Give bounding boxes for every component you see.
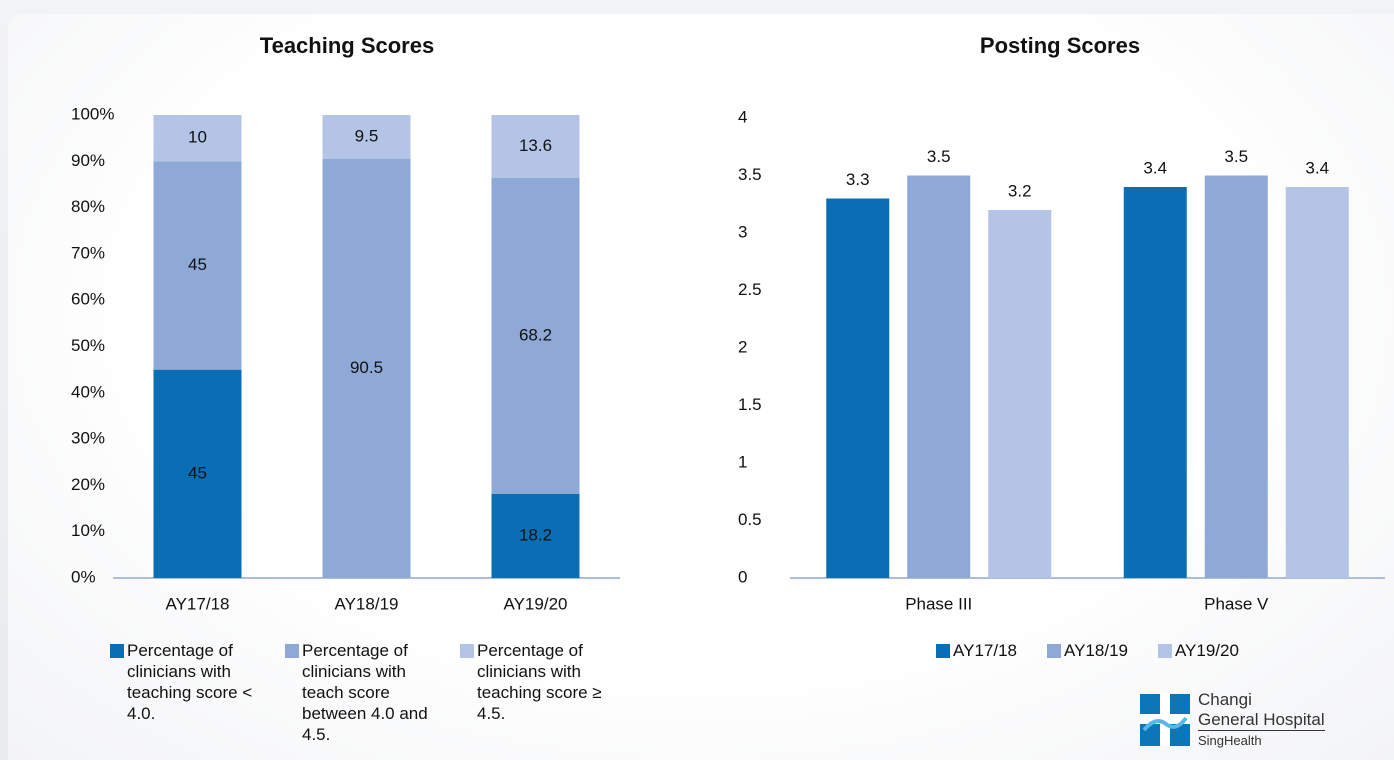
- bar: [1285, 187, 1349, 578]
- legend-label: Percentage of clinicians with teaching s…: [477, 641, 602, 723]
- data-label: 45: [188, 463, 207, 482]
- bar-segment: [322, 158, 411, 579]
- y-tick-label: 100%: [71, 104, 114, 123]
- y-tick-label: 90%: [71, 151, 105, 170]
- chart-title: Posting Scores: [980, 33, 1140, 58]
- y-tick-label: 60%: [71, 290, 105, 309]
- legend-label: AY19/20: [1174, 641, 1239, 660]
- data-label: 3.2: [1008, 181, 1032, 200]
- y-tick-label: 1: [738, 452, 747, 471]
- legend: AY17/18 AY18/19 AY19/20: [790, 640, 1385, 661]
- legend-item: Percentage of clinicians with teach scor…: [285, 640, 460, 745]
- y-tick-label: 3.5: [738, 165, 762, 184]
- y-tick-label: 4: [738, 107, 747, 126]
- y-tick-label: 3: [738, 222, 747, 241]
- legend-item: AY19/20: [1157, 640, 1239, 661]
- bar: [826, 198, 890, 578]
- bar-segment: [322, 115, 411, 159]
- data-label: 3.4: [1305, 158, 1329, 177]
- data-label: 45: [188, 255, 207, 274]
- y-tick-label: 80%: [71, 197, 105, 216]
- y-tick-label: 70%: [71, 243, 105, 262]
- x-tick-label: Phase III: [905, 594, 972, 613]
- legend-swatch: [110, 644, 124, 658]
- data-label: 18.2: [519, 525, 552, 544]
- y-tick-label: 0.5: [738, 510, 762, 529]
- data-label: 10: [188, 128, 207, 147]
- x-tick-label: AY17/18: [166, 594, 230, 613]
- bar-segment: [491, 177, 580, 494]
- bar: [907, 175, 971, 578]
- logo-text: General Hospital: [1198, 710, 1325, 731]
- legend-item: Percentage of clinicians with teaching s…: [110, 640, 285, 745]
- legend-item: AY18/19: [1047, 640, 1128, 661]
- legend-swatch: [460, 644, 474, 658]
- bar-segment: [153, 161, 242, 370]
- data-label: 90.5: [350, 358, 383, 377]
- legend-label: Percentage of clinicians with teach scor…: [302, 641, 428, 744]
- data-label: 3.5: [927, 147, 951, 166]
- bar-segment: [153, 115, 242, 162]
- legend-swatch: [1157, 644, 1172, 658]
- y-tick-label: 50%: [71, 336, 105, 355]
- logo-icon: [1140, 694, 1190, 746]
- legend-label: AY18/19: [1064, 641, 1128, 660]
- data-label: 3.5: [1224, 147, 1248, 166]
- legend: Percentage of clinicians with teaching s…: [110, 640, 640, 745]
- data-label: 9.5: [355, 126, 379, 145]
- x-tick-label: Phase V: [1204, 594, 1269, 613]
- legend-label: Percentage of clinicians with teaching s…: [127, 641, 253, 723]
- data-label: 68.2: [519, 325, 552, 344]
- data-label: 3.4: [1143, 158, 1167, 177]
- bar: [1123, 187, 1187, 578]
- legend-swatch: [285, 644, 299, 658]
- bar-segment: [491, 115, 580, 178]
- legend-swatch: [936, 644, 951, 658]
- data-label: 13.6: [519, 136, 552, 155]
- legend-swatch: [1047, 644, 1062, 658]
- y-tick-label: 30%: [71, 429, 105, 448]
- y-tick-label: 40%: [71, 382, 105, 401]
- y-tick-label: 2.5: [738, 280, 762, 299]
- bar-segment: [153, 369, 242, 578]
- logo-text: Changi: [1198, 690, 1252, 709]
- legend-item: Percentage of clinicians with teaching s…: [460, 640, 635, 745]
- bar-segment: [491, 493, 580, 578]
- x-tick-label: AY18/19: [335, 594, 399, 613]
- bar: [988, 210, 1052, 578]
- chart-title: Teaching Scores: [260, 33, 434, 58]
- logo-text: SingHealth: [1198, 733, 1262, 748]
- y-tick-label: 1.5: [738, 395, 762, 414]
- y-tick-label: 2: [738, 337, 747, 356]
- y-tick-label: 0%: [71, 567, 96, 586]
- data-label: 3.3: [846, 170, 870, 189]
- legend-item: AY17/18: [936, 640, 1017, 661]
- legend-label: AY17/18: [953, 641, 1018, 660]
- x-tick-label: AY19/20: [504, 594, 568, 613]
- bar: [1204, 175, 1268, 578]
- y-tick-label: 10%: [71, 521, 105, 540]
- y-tick-label: 0: [738, 567, 747, 586]
- y-tick-label: 20%: [71, 475, 105, 494]
